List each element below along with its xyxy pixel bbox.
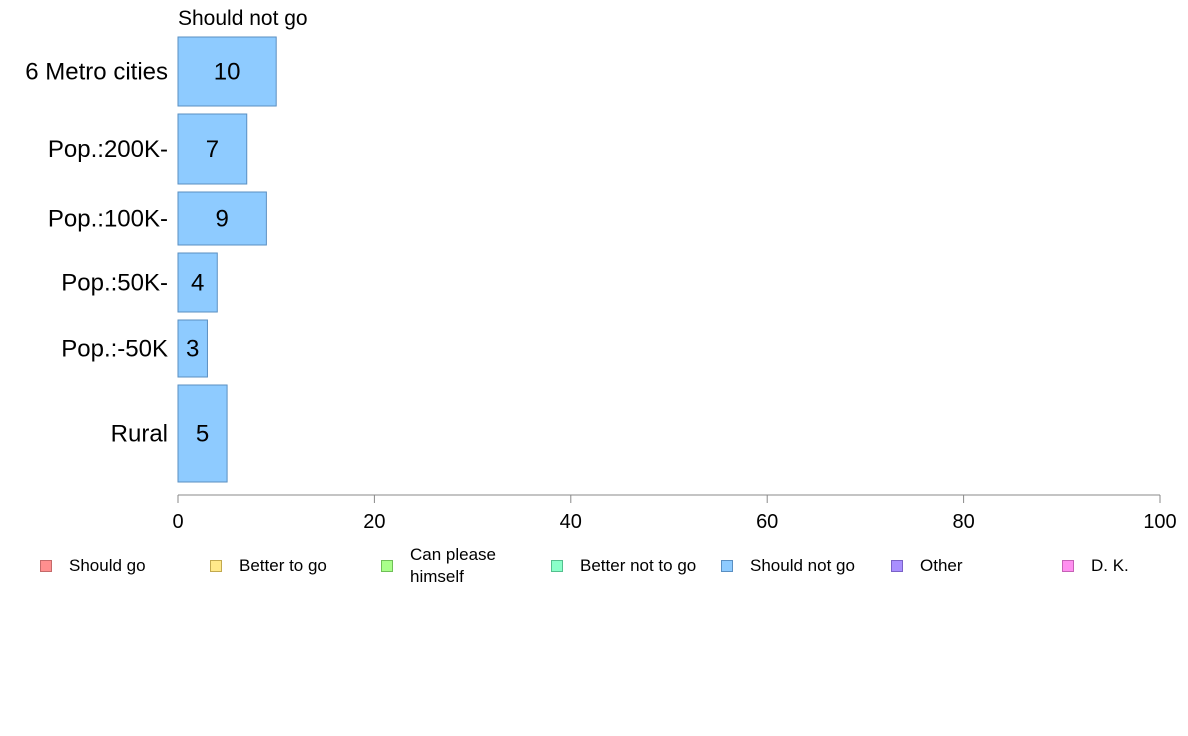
category-labels: 6 Metro cities Pop.:200K- Pop.:100K- Pop.:5… [25, 59, 168, 448]
bar [177, 319, 208, 378]
bar-value-label: 7 [206, 136, 219, 163]
legend-item: Can please himself [381, 540, 501, 592]
x-tick-label: 40 [560, 511, 582, 533]
bar [177, 191, 267, 246]
legend-item: Better not to go [551, 540, 716, 592]
bar-value-label: 5 [196, 421, 209, 448]
x-tick-label: 100 [1143, 511, 1176, 533]
legend-label: Better not to go [580, 556, 697, 575]
x-tick-label: 0 [172, 511, 183, 533]
legend-swatch [551, 560, 563, 572]
legend-label: Should go [69, 556, 146, 575]
legend-swatch [381, 560, 393, 572]
panel-title: Should not go [178, 7, 308, 30]
category-label: 6 Metro cities [25, 59, 168, 86]
legend-label: Better to go [239, 556, 327, 575]
legend-item: Better to go [210, 540, 375, 592]
x-tick-label: 20 [363, 511, 385, 533]
x-axis: 0 20 40 60 80 100 [172, 494, 1177, 533]
legend-swatch [40, 560, 52, 572]
category-label: Pop.:50K- [61, 270, 168, 297]
category-label: Pop.:-50K [61, 336, 168, 363]
bar-value-label: 3 [186, 336, 199, 363]
bar [177, 113, 248, 185]
legend-item: Should not go [721, 540, 886, 592]
x-tick-label: 80 [952, 511, 974, 533]
legend-swatch [210, 560, 222, 572]
legend-swatch [891, 560, 903, 572]
category-label: Pop.:100K- [48, 206, 168, 233]
legend-item: D. K. [1062, 540, 1182, 592]
bar [177, 36, 277, 107]
bar [177, 252, 218, 313]
bars-group: 10 7 9 4 3 5 [177, 36, 277, 483]
legend-label: Should not go [750, 556, 855, 575]
legend-swatch [1062, 560, 1074, 572]
bar [177, 384, 228, 483]
x-tick-label: 60 [756, 511, 778, 533]
category-label: Rural [111, 421, 168, 448]
bar-value-label: 9 [216, 206, 229, 233]
legend: Should go Better to go Can please himself B… [0, 540, 1188, 600]
bar-chart: Should not go 10 7 9 4 3 5 6 Metro cities Pop.… [25, 7, 1177, 533]
bar-value-label: 10 [214, 59, 241, 86]
category-label: Pop.:200K- [48, 136, 168, 163]
legend-item: Other [891, 540, 1056, 592]
legend-label: Other [920, 556, 963, 575]
legend-swatch [721, 560, 733, 572]
legend-label: Can please himself [410, 545, 497, 586]
legend-label: D. K. [1091, 556, 1129, 575]
bar-value-label: 4 [191, 270, 204, 297]
legend-item: Should go [40, 540, 205, 592]
